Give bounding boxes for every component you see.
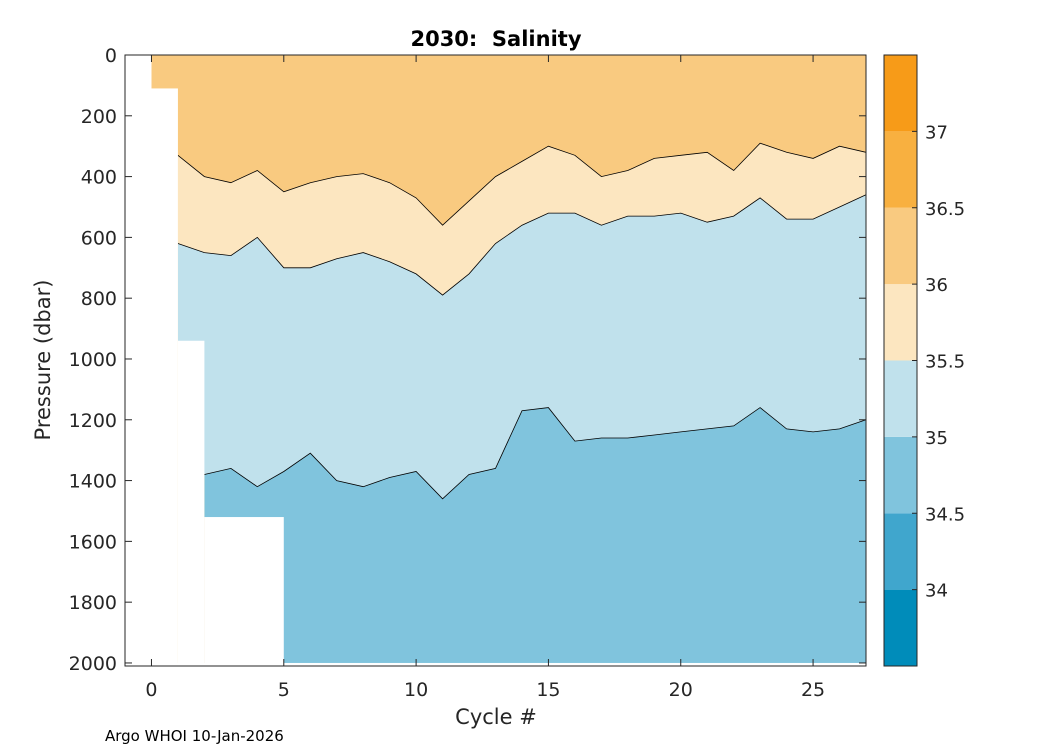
y-tick-label: 2000 <box>69 653 117 675</box>
x-axis: 0 5 10 15 20 25 <box>145 55 825 701</box>
colorbar-tick-label: 35.5 <box>925 352 965 373</box>
colorbar-tick-label: 36.5 <box>925 199 965 220</box>
contour-35.5 <box>177 194 867 296</box>
colorbar-tick-label: 34 <box>925 581 948 602</box>
band-35-35.5 <box>177 194 866 499</box>
y-tick-label: 1800 <box>69 592 117 614</box>
colorbar-tick-label: 37 <box>925 122 948 143</box>
y-axis-label: Pressure (dbar) <box>31 280 55 441</box>
band-34.5-35 <box>204 407 866 663</box>
x-axis-label: Cycle # <box>455 705 537 729</box>
x-tick-label: 25 <box>801 679 825 701</box>
x-tick-label: 20 <box>669 679 693 701</box>
contour-35 <box>204 407 867 500</box>
x-tick-label: 10 <box>404 679 428 701</box>
y-tick-label: 1200 <box>69 410 117 432</box>
axes-box <box>124 54 867 667</box>
contour-plot <box>125 55 867 668</box>
colorbar-segment <box>884 131 917 208</box>
data-gap-1 <box>177 340 205 667</box>
y-tick-label: 600 <box>81 227 117 249</box>
colorbar-segment <box>884 207 917 285</box>
contour-36 <box>177 142 867 226</box>
colorbar-tick-label: 36 <box>925 275 948 296</box>
colorbar-segment <box>884 513 917 590</box>
y-axis: 0 200 400 600 800 1000 1200 1400 1600 1800 2000 <box>69 45 866 675</box>
x-tick-label: 15 <box>536 679 560 701</box>
y-tick-label: 1000 <box>69 349 117 371</box>
data-gap-2 <box>204 517 284 667</box>
y-tick-label: 0 <box>105 45 117 67</box>
y-tick-label: 400 <box>81 167 117 189</box>
chart-title: 2030: Salinity <box>410 27 581 51</box>
y-tick-label: 1400 <box>69 471 117 493</box>
colorbar-segment <box>884 360 917 437</box>
y-tick-label: 800 <box>81 288 117 310</box>
colorbar-segment <box>884 436 917 514</box>
colorbar-segment <box>884 55 917 132</box>
colorbar-tick-label: 34.5 <box>925 504 965 525</box>
colorbar-tick-label: 35 <box>925 428 948 449</box>
x-tick-label: 0 <box>145 679 157 701</box>
y-tick-label: 200 <box>81 106 117 128</box>
footer-credit: Argo WHOI 10-Jan-2026 <box>105 727 284 745</box>
no-data-left <box>126 56 152 665</box>
colorbar-segment <box>884 284 917 361</box>
colorbar-segment <box>884 589 917 666</box>
y-tick-label: 1600 <box>69 531 117 553</box>
band-35.5-36 <box>177 143 866 296</box>
colorbar: 34 34.5 35 35.5 36 36.5 37 <box>883 54 965 667</box>
no-data-bottom <box>126 662 865 665</box>
x-tick-label: 5 <box>278 679 290 701</box>
